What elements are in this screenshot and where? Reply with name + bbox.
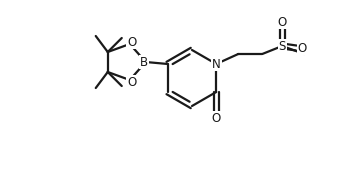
Text: N: N bbox=[212, 57, 220, 71]
Text: S: S bbox=[279, 39, 286, 53]
Text: O: O bbox=[298, 42, 307, 55]
Text: O: O bbox=[212, 111, 221, 125]
Text: B: B bbox=[140, 55, 148, 69]
Text: O: O bbox=[127, 75, 136, 89]
Text: O: O bbox=[278, 15, 287, 28]
Text: O: O bbox=[127, 35, 136, 48]
